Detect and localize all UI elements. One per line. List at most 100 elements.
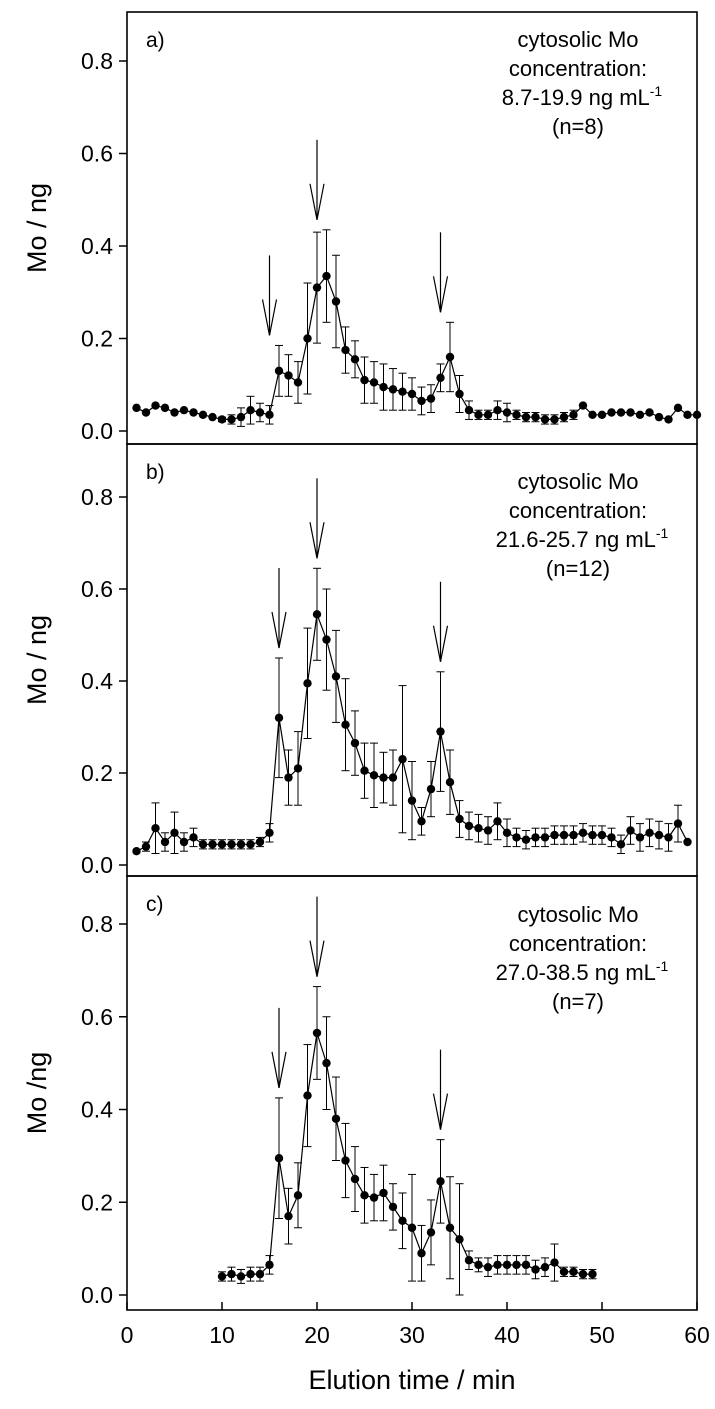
data-point [559,412,569,422]
data-point [350,355,360,364]
y-tick-label: 0.6 [81,141,113,167]
data-point [217,415,227,424]
data-point [407,796,417,805]
data-point [398,387,407,396]
data-point [417,396,426,406]
data-point [512,1260,521,1270]
panel-b: 0.0 0.2 0.4 0.6 0.8 Mo / ng b) cytosolic Mo conc… [22,461,692,878]
y-axis-title: Mo / ng [22,183,52,273]
data-point [141,842,151,851]
data-point [550,830,559,840]
data-point [255,1269,265,1279]
peak-arrow-head [432,625,449,662]
y-tick-label: 0.6 [81,1004,113,1030]
data-point [274,713,284,722]
data-point [388,385,398,394]
annotation-line: 21.6-25.7 ng mL-1 [496,525,669,552]
data-point [436,1177,445,1186]
data-point [521,1260,531,1270]
data-point [445,778,455,787]
data-point [426,394,436,403]
peak-arrow-head [432,1093,449,1130]
data-point [464,821,474,831]
data-point [597,410,607,420]
panel-label: b) [146,461,165,484]
data-point [436,727,445,736]
x-tick-label: 50 [589,1322,615,1348]
data-point [293,378,303,387]
panel-a: 0.0 0.2 0.4 0.6 0.8 Mo / ng a) cytosolic Mo conc… [22,27,702,444]
x-tick-label: 10 [209,1322,235,1348]
data-point [550,1258,559,1267]
data-point [151,824,160,833]
data-point [360,766,369,775]
data-point [246,1269,255,1279]
y-tick-label: 0.0 [81,852,113,878]
y-tick-label: 0.2 [81,760,113,786]
data-point [493,817,502,826]
data-point [274,366,284,376]
y-axis-title: Mo /ng [22,1052,52,1135]
data-point [578,401,588,410]
data-point [274,1153,284,1163]
data-point [417,1249,426,1258]
panel-label: c) [146,893,164,916]
annotation-line: concentration: [509,498,647,523]
peak-arrow-head [432,276,449,313]
annotation-line: (n=8) [552,114,604,139]
data-point [474,824,483,833]
data-point [692,410,702,420]
data-point [645,408,654,417]
data-point [607,408,616,417]
data-point [588,1269,597,1279]
y-tick-label: 0.4 [81,1097,113,1123]
y-tick-label: 0.2 [81,326,113,352]
data-point [455,814,464,824]
x-tick-label: 60 [684,1322,710,1348]
data-point [664,415,673,424]
data-point [341,720,350,729]
data-point [303,679,312,688]
data-point [569,410,578,420]
data-point [227,1269,236,1279]
data-point [531,833,540,842]
y-tick-label: 0.6 [81,576,113,602]
data-point [236,412,246,422]
data-point [331,1114,341,1123]
data-point [189,833,198,842]
data-point [179,837,189,847]
data-point [664,833,673,842]
data-point [426,1228,436,1237]
data-point [322,635,331,644]
x-tick-label: 30 [399,1322,425,1348]
data-point [379,382,388,392]
data-point [540,415,550,424]
data-point [578,1269,588,1279]
data-point [284,1211,293,1221]
data-point [616,840,626,849]
data-point [208,412,217,422]
panel-label: a) [146,29,165,52]
peak-arrow-head [261,299,278,336]
peak-arrow-head [271,611,287,649]
series-line [136,274,697,421]
data-point [512,410,521,420]
data-point [540,833,550,842]
data-point [531,1265,540,1274]
data-point [474,1260,483,1270]
data-point [379,773,388,782]
data-point [160,837,170,847]
annotation-line: cytosolic Mo [517,902,638,927]
data-point [369,1193,379,1202]
data-point [312,283,322,292]
data-point [559,830,569,840]
data-point [284,371,293,380]
peak-arrow-head [271,1051,287,1089]
data-point [417,817,426,826]
data-point [265,410,274,420]
data-point [521,835,531,844]
data-point [284,773,293,782]
x-axis: 0 10 20 30 40 50 60 [121,1302,710,1348]
annotation-line: (n=12) [546,556,610,581]
data-point [293,1191,303,1200]
